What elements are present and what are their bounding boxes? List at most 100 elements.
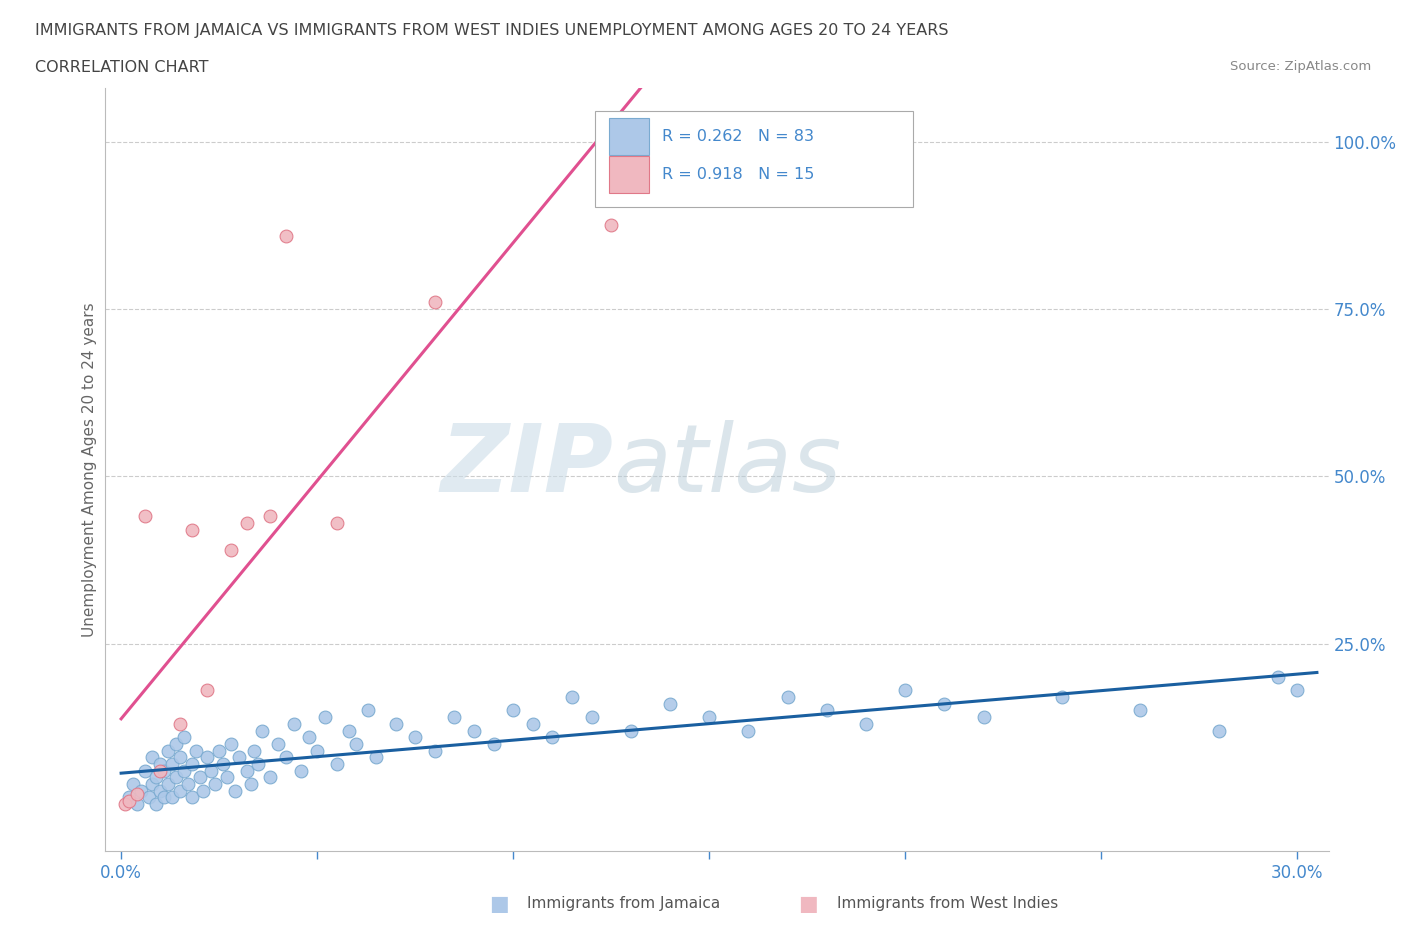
Point [125, 787, 148, 802]
Point [204, 777, 226, 791]
Point [149, 764, 172, 778]
Text: R = 0.262   N = 83: R = 0.262 N = 83 [662, 129, 814, 144]
Point [145, 770, 167, 785]
Point [153, 790, 176, 804]
Point [122, 777, 145, 791]
Point [384, 716, 406, 731]
Point [125, 797, 148, 812]
Point [283, 716, 305, 731]
Point [581, 710, 603, 724]
Point [169, 716, 191, 731]
Point [114, 797, 136, 812]
Point [180, 523, 202, 538]
Point [1267, 670, 1289, 684]
Point [169, 750, 191, 764]
Point [180, 790, 202, 804]
Point [118, 790, 141, 804]
Point [235, 764, 257, 778]
Point [193, 783, 215, 798]
Point [235, 516, 257, 531]
Y-axis label: Unemployment Among Ages 20 to 24 years: Unemployment Among Ages 20 to 24 years [82, 302, 97, 637]
Point [259, 509, 281, 524]
Point [188, 770, 211, 785]
Point [815, 703, 838, 718]
Point [180, 756, 202, 771]
Point [173, 730, 195, 745]
Point [894, 683, 917, 698]
Point [212, 756, 235, 771]
Point [541, 730, 564, 745]
Text: IMMIGRANTS FROM JAMAICA VS IMMIGRANTS FROM WEST INDIES UNEMPLOYMENT AMONG AGES 2: IMMIGRANTS FROM JAMAICA VS IMMIGRANTS FR… [35, 23, 949, 38]
Point [247, 756, 270, 771]
Text: ZIP: ZIP [440, 419, 613, 512]
Point [134, 509, 156, 524]
Point [219, 542, 242, 557]
Text: ■: ■ [489, 894, 509, 914]
Point [776, 690, 799, 705]
Point [149, 783, 172, 798]
Text: Immigrants from West Indies: Immigrants from West Indies [837, 897, 1057, 911]
Point [215, 770, 238, 785]
Point [184, 743, 207, 758]
Point [1050, 690, 1073, 705]
Point [357, 703, 380, 718]
Point [561, 690, 583, 705]
Point [153, 764, 176, 778]
Text: CORRELATION CHART: CORRELATION CHART [35, 60, 208, 75]
Point [344, 737, 367, 751]
Point [252, 724, 274, 738]
Point [326, 756, 349, 771]
Point [145, 797, 167, 812]
Point [177, 777, 200, 791]
Point [228, 750, 250, 764]
Point [160, 790, 183, 804]
Point [141, 777, 163, 791]
Point [697, 710, 720, 724]
Point [134, 764, 156, 778]
Point [243, 743, 266, 758]
Point [1286, 683, 1309, 698]
Point [129, 783, 152, 798]
Point [195, 750, 219, 764]
Point [239, 777, 262, 791]
Point [274, 750, 297, 764]
Point [423, 295, 446, 310]
Point [169, 783, 191, 798]
Point [298, 730, 321, 745]
Point [934, 697, 956, 711]
FancyBboxPatch shape [609, 118, 648, 154]
Point [973, 710, 995, 724]
Point [118, 793, 141, 808]
Text: ■: ■ [799, 894, 818, 914]
Point [482, 737, 505, 751]
Point [149, 756, 172, 771]
Point [307, 743, 329, 758]
Point [160, 756, 183, 771]
Point [502, 703, 524, 718]
Point [463, 724, 485, 738]
Point [404, 730, 426, 745]
Point [200, 764, 222, 778]
Point [195, 683, 219, 698]
Text: Source: ZipAtlas.com: Source: ZipAtlas.com [1230, 60, 1371, 73]
Point [224, 783, 246, 798]
Point [364, 750, 387, 764]
Point [290, 764, 312, 778]
Point [737, 724, 759, 738]
Point [267, 737, 290, 751]
Text: R = 0.918   N = 15: R = 0.918 N = 15 [662, 167, 814, 182]
Point [620, 724, 643, 738]
Point [522, 716, 544, 731]
Point [423, 743, 446, 758]
Point [208, 743, 231, 758]
Point [274, 228, 297, 243]
FancyBboxPatch shape [609, 156, 648, 193]
Point [173, 764, 195, 778]
Point [855, 716, 877, 731]
Point [314, 710, 336, 724]
Point [165, 770, 187, 785]
Point [659, 697, 682, 711]
Point [165, 737, 187, 751]
Point [600, 218, 623, 232]
Text: Immigrants from Jamaica: Immigrants from Jamaica [527, 897, 720, 911]
